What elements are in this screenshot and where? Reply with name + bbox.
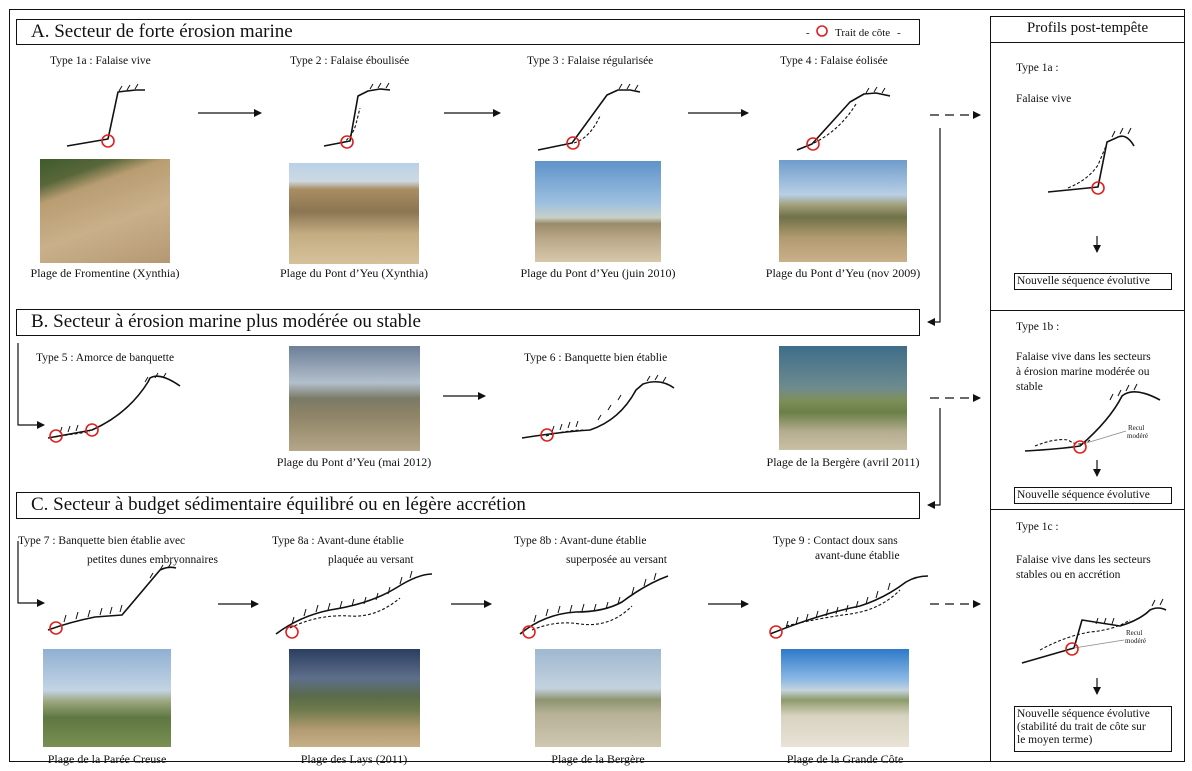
caption-grande-cote: Plage de la Grande Côte <box>786 752 904 766</box>
right-panel-header: Profils post-tempête <box>1026 20 1149 36</box>
post-storm-1c-desc: Falaise vive dans les secteurs <box>1016 554 1151 566</box>
profile-type-3 <box>537 83 641 151</box>
type-8b-label-line2: superposée au versant <box>566 554 667 566</box>
shoreline-marker <box>49 429 63 443</box>
photo-fromentine <box>40 159 170 263</box>
type-3-label: Type 3 : Falaise régularisée <box>527 55 654 67</box>
post-storm-1b-recul-line2: modéré <box>1127 432 1148 440</box>
connector-a-to-b <box>927 128 941 326</box>
profile-type-4 <box>796 86 891 151</box>
post-storm-1b-recul: Recul <box>1128 424 1145 432</box>
legend-dash: - <box>896 27 901 39</box>
type-9-label-line2: avant-dune établie <box>815 550 900 562</box>
post-storm-1c-box-line1: Nouvelle séquence évolutive <box>1017 708 1150 720</box>
photo-paree-creuse <box>43 649 171 747</box>
type-4-label: Type 4 : Falaise éolisée <box>780 55 888 67</box>
shoreline-marker <box>85 423 99 437</box>
post-storm-1a-box: Nouvelle séquence évolutive <box>1014 273 1172 290</box>
shoreline-marker <box>806 137 820 151</box>
shoreline-markers <box>49 134 1105 656</box>
photo-pont-yeu-mai-2012 <box>289 346 420 451</box>
caption-fromentine: Plage de Fromentine (Xynthia) <box>30 266 180 280</box>
type-7-label-line2: petites dunes embryonnaires <box>87 554 218 566</box>
type-7-label: Type 7 : Banquette bien établie avec <box>18 535 186 547</box>
profile-type-6 <box>521 374 675 439</box>
post-storm-1b-type: Type 1b : <box>1016 321 1060 333</box>
post-storm-1c-box: Nouvelle séquence évolutive (stabilité d… <box>1014 706 1172 752</box>
profile-type-9 <box>769 575 929 635</box>
post-storm-1a-desc: Falaise vive <box>1016 93 1072 105</box>
type-9-label: Type 9 : Contact doux sans <box>773 535 898 547</box>
type-6-label: Type 6 : Banquette bien établie <box>524 352 668 364</box>
profile-post-storm-1a <box>1047 127 1135 193</box>
photo-pont-yeu-nov-2009 <box>779 160 907 262</box>
post-storm-1c-desc-line2: stables ou en accrétion <box>1016 569 1121 581</box>
photo-bergere <box>535 649 661 747</box>
shoreline-marker <box>566 136 580 150</box>
caption-pont-yeu-mai-2012: Plage du Pont d’Yeu (mai 2012) <box>276 455 432 469</box>
post-storm-1b-desc-line3: stable <box>1016 381 1043 393</box>
type-2-label: Type 2 : Falaise éboulisée <box>290 55 410 67</box>
shoreline-marker <box>49 621 63 635</box>
profile-type-8b <box>519 572 669 635</box>
section-c-title: C. Secteur à budget sédimentaire équilib… <box>16 492 920 519</box>
photo-grande-cote <box>781 649 909 747</box>
post-storm-1b-desc: Falaise vive dans les secteurs <box>1016 351 1151 363</box>
post-storm-1b-desc-line2: à érosion marine modérée ou <box>1016 366 1150 378</box>
shoreline-marker <box>1073 440 1087 454</box>
section-a-title-text: A. Secteur de forte érosion marine <box>31 21 293 42</box>
shoreline-marker <box>285 625 299 639</box>
type-8b-label: Type 8b : Avant-dune établie <box>514 535 647 547</box>
profile-type-5 <box>47 372 181 439</box>
right-panel-frame <box>990 16 1185 762</box>
legend: - Trait de côte - <box>806 24 901 39</box>
profile-type-7 <box>47 562 177 631</box>
type-1a-label: Type 1a : Falaise vive <box>50 55 151 67</box>
post-storm-1c-recul: Recul <box>1126 629 1143 637</box>
section-a-title: A. Secteur de forte érosion marine <box>16 19 920 45</box>
caption-bergere-avril-2011: Plage de la Bergère (avril 2011) <box>766 455 920 469</box>
post-storm-1c-box-line2: (stabilité du trait de côte sur <box>1017 721 1146 733</box>
caption-pont-yeu-juin-2010: Plage du Pont d’Yeu (juin 2010) <box>520 266 676 280</box>
post-storm-1c-box-line3: le moyen terme) <box>1017 734 1093 746</box>
caption-bergere: Plage de la Bergère <box>551 752 645 766</box>
type-5-label: Type 5 : Amorce de banquette <box>36 352 175 364</box>
type-8a-label: Type 8a : Avant-dune établie <box>272 535 404 547</box>
section-b-title: B. Secteur à érosion marine plus modérée… <box>16 309 920 336</box>
caption-pont-yeu-nov-2009: Plage du Pont d’Yeu (nov 2009) <box>765 266 921 280</box>
arrow-into-row-b <box>17 343 45 429</box>
section-c-title-text: C. Secteur à budget sédimentaire équilib… <box>31 494 526 515</box>
shoreline-marker <box>340 135 354 149</box>
post-storm-1a-type: Type 1a : <box>1016 62 1059 74</box>
profile-post-storm-1c <box>1021 598 1167 664</box>
shoreline-marker <box>769 625 783 639</box>
arrow-into-row-c <box>17 541 45 607</box>
shoreline-marker <box>1065 642 1079 656</box>
shoreline-marker <box>101 134 115 148</box>
photo-bergere-avril-2011 <box>779 346 907 450</box>
legend-label: Trait de côte <box>834 27 891 39</box>
legend-dash: - <box>806 27 810 39</box>
shoreline-marker <box>540 428 554 442</box>
profile-type-8a <box>275 570 433 635</box>
post-storm-1b-box: Nouvelle séquence évolutive <box>1014 487 1172 504</box>
post-storm-1c-type: Type 1c : <box>1016 521 1059 533</box>
post-storm-1c-recul-line2: modéré <box>1125 637 1146 645</box>
photo-pont-yeu-juin-2010 <box>535 161 661 262</box>
photo-lays-2011 <box>289 649 420 747</box>
connector-b-to-c <box>927 408 941 509</box>
profile-type-1a <box>66 83 145 147</box>
shoreline-legend-icon <box>816 25 829 37</box>
photo-pont-yeu-xynthia <box>289 163 419 264</box>
type-8a-label-line2: plaquée au versant <box>328 554 414 566</box>
caption-lays-2011: Plage des Lays (2011) <box>300 752 408 766</box>
caption-paree-creuse: Plage de la Parée Creuse <box>47 752 167 766</box>
shoreline-marker <box>1091 181 1105 195</box>
shoreline-marker <box>522 625 536 639</box>
profile-type-2 <box>323 82 391 147</box>
section-b-title-text: B. Secteur à érosion marine plus modérée… <box>31 311 421 332</box>
caption-pont-yeu-xynthia: Plage du Pont d’Yeu (Xynthia) <box>279 266 429 280</box>
profile-post-storm-1b <box>1024 383 1161 452</box>
